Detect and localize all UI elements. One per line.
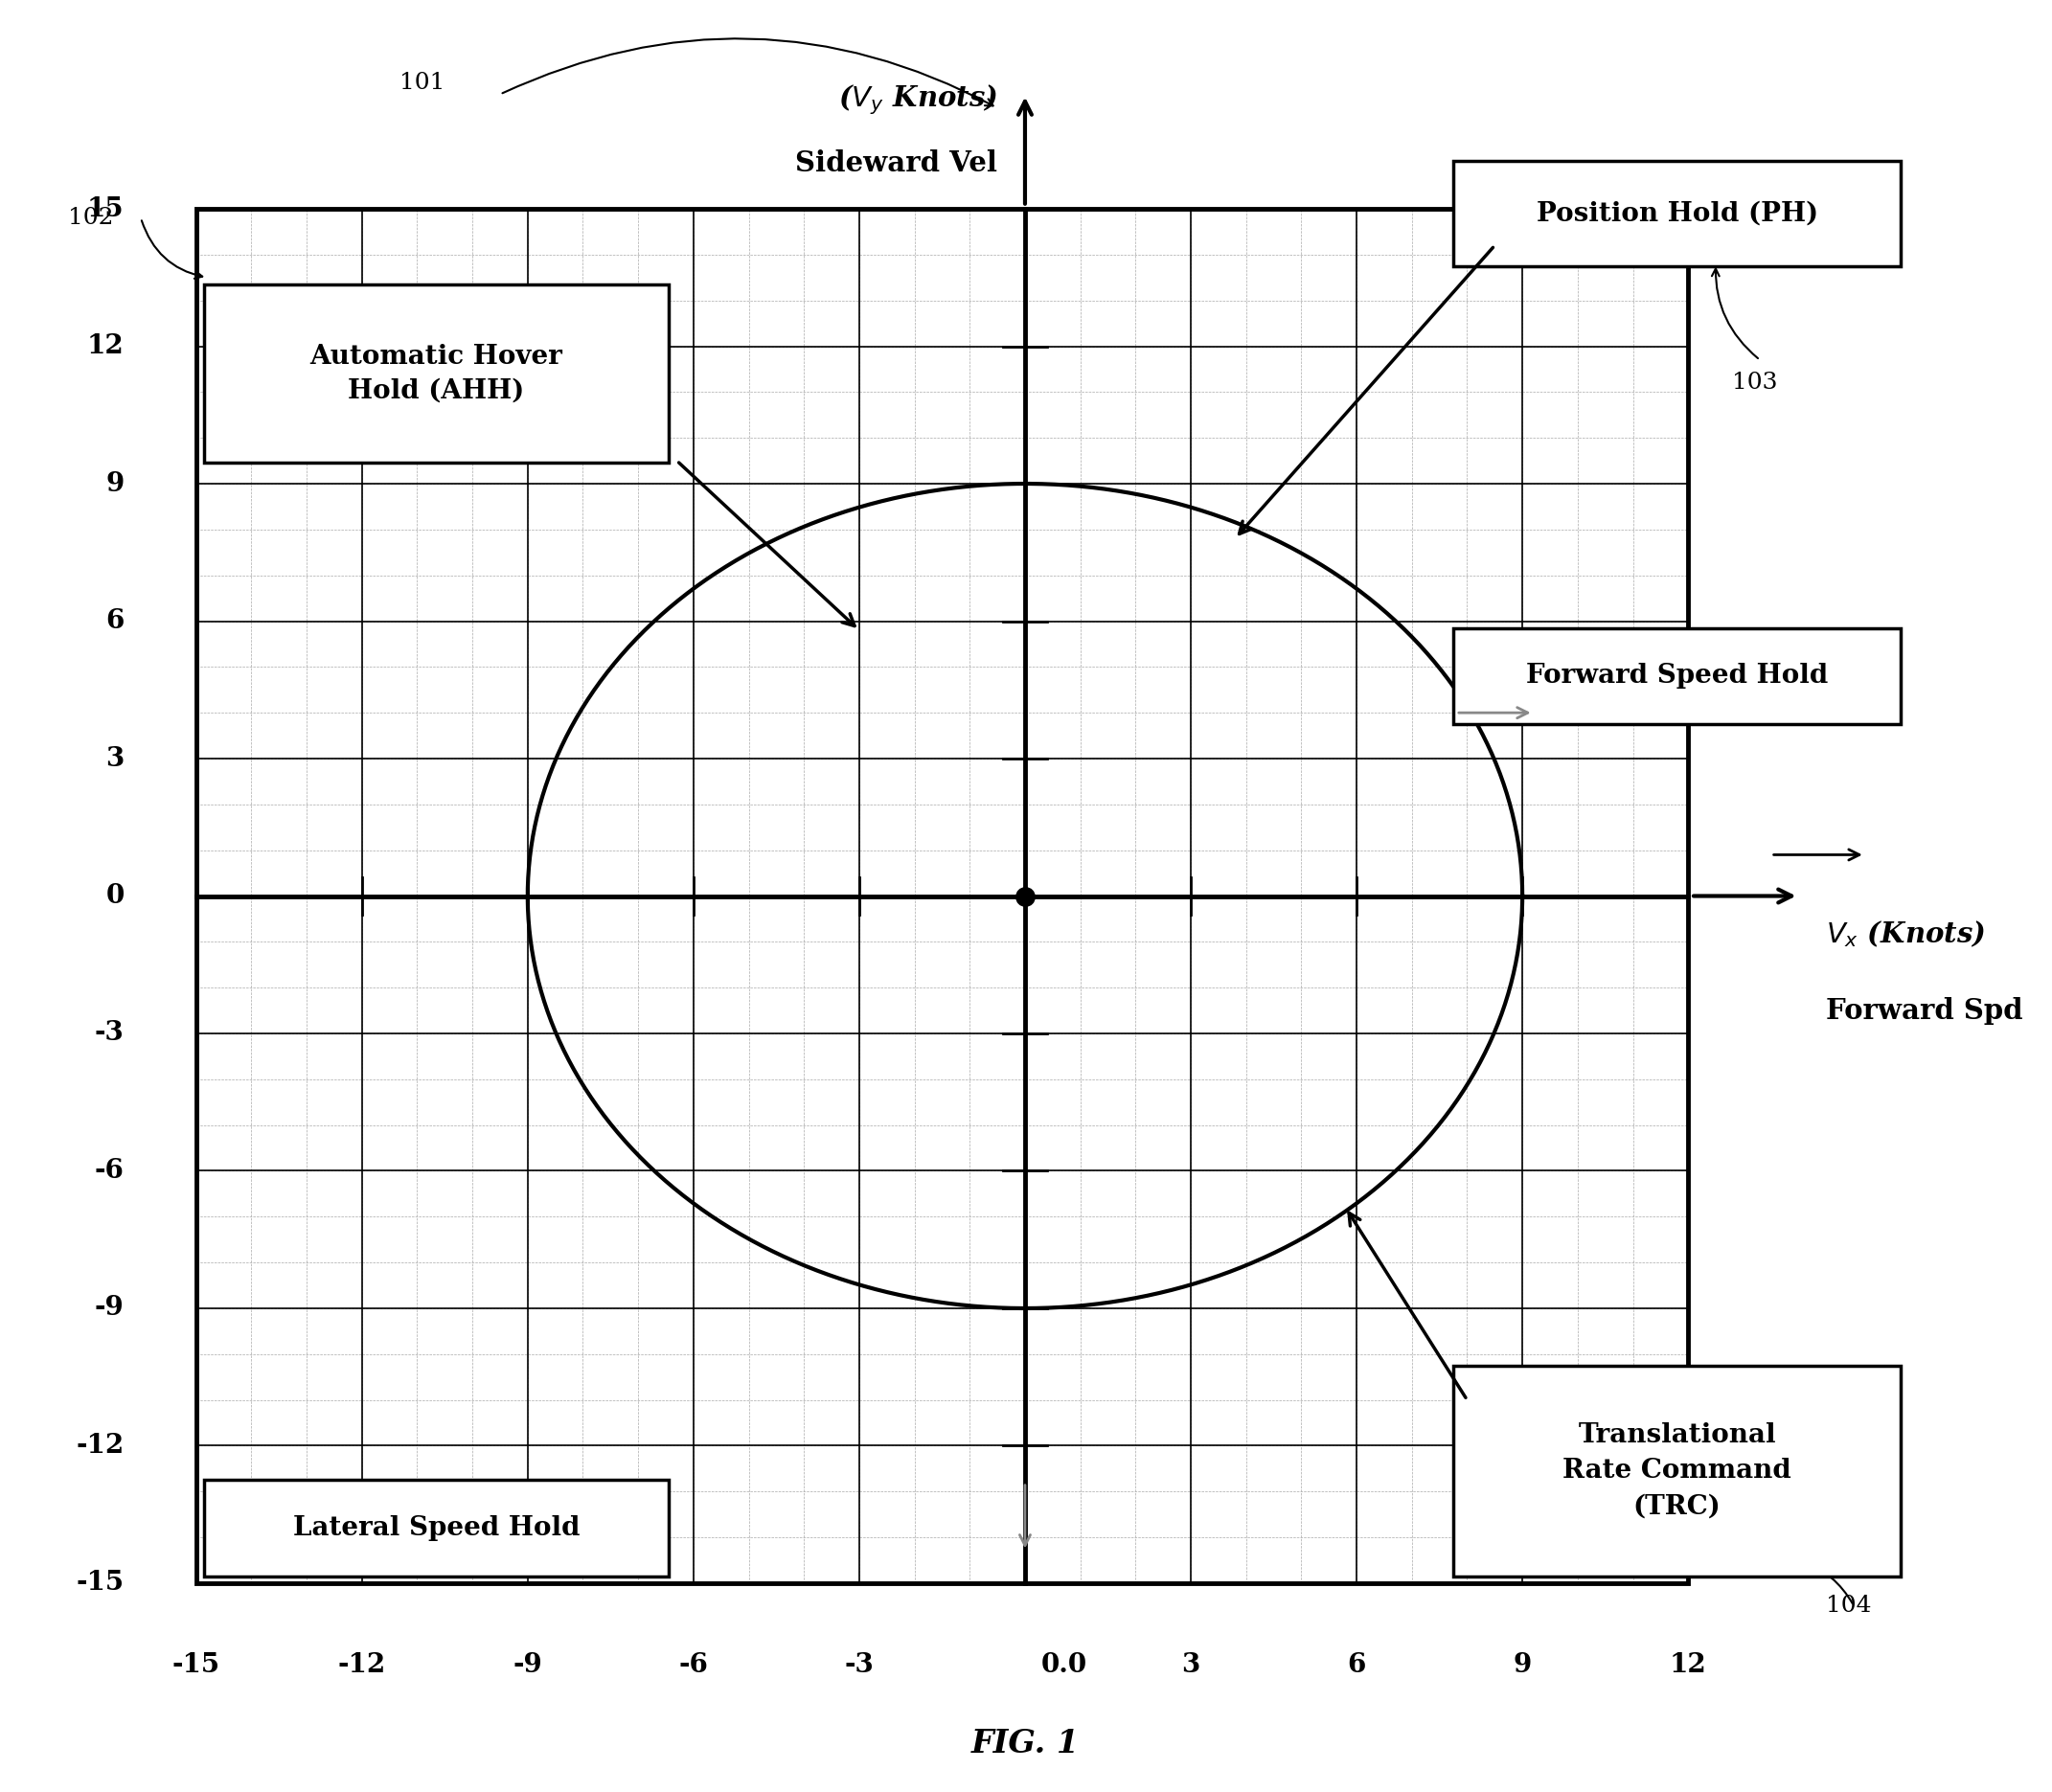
Text: 9: 9 (1512, 1652, 1531, 1677)
Text: 6: 6 (105, 607, 125, 634)
Text: Position Hold (PH): Position Hold (PH) (1537, 201, 1818, 226)
Text: Sideward Vel: Sideward Vel (796, 149, 997, 177)
Text: Forward Spd: Forward Spd (1826, 996, 2023, 1025)
Text: 6: 6 (1348, 1652, 1367, 1677)
Text: -6: -6 (94, 1158, 125, 1185)
Text: 12: 12 (1670, 1652, 1707, 1677)
Text: 102: 102 (68, 206, 113, 229)
Text: -15: -15 (172, 1652, 220, 1677)
Text: -3: -3 (94, 1020, 125, 1047)
FancyBboxPatch shape (1453, 627, 1900, 724)
Text: -9: -9 (94, 1296, 125, 1321)
Text: Translational
Rate Command
(TRC): Translational Rate Command (TRC) (1564, 1423, 1791, 1520)
Text: -9: -9 (513, 1652, 542, 1677)
Text: 12: 12 (86, 333, 125, 358)
Text: -12: -12 (76, 1434, 125, 1459)
Text: 3: 3 (1182, 1652, 1200, 1677)
Text: FIG. 1: FIG. 1 (971, 1727, 1079, 1760)
FancyBboxPatch shape (205, 285, 669, 462)
Bar (197, 210, 1689, 1582)
Text: 0.0: 0.0 (1040, 1652, 1088, 1677)
Text: -15: -15 (76, 1570, 125, 1597)
Text: -6: -6 (679, 1652, 708, 1677)
Text: -12: -12 (339, 1652, 386, 1677)
Text: 101: 101 (400, 72, 445, 95)
Text: ($V_y$ Knots): ($V_y$ Knots) (837, 82, 997, 116)
Text: 15: 15 (88, 195, 125, 222)
Text: Forward Speed Hold: Forward Speed Hold (1527, 663, 1828, 690)
Text: 0: 0 (107, 883, 125, 909)
Text: Lateral Speed Hold: Lateral Speed Hold (293, 1516, 581, 1541)
FancyBboxPatch shape (1453, 161, 1900, 265)
Text: 103: 103 (1732, 373, 1777, 394)
Text: 9: 9 (107, 471, 125, 496)
FancyBboxPatch shape (1453, 1366, 1900, 1577)
Text: Automatic Hover
Hold (AHH): Automatic Hover Hold (AHH) (310, 344, 562, 403)
Text: $V_x$ (Knots): $V_x$ (Knots) (1826, 919, 1986, 950)
FancyBboxPatch shape (205, 1480, 669, 1577)
Text: -3: -3 (845, 1652, 874, 1677)
Text: 104: 104 (1826, 1595, 1871, 1616)
Text: 3: 3 (107, 745, 125, 772)
